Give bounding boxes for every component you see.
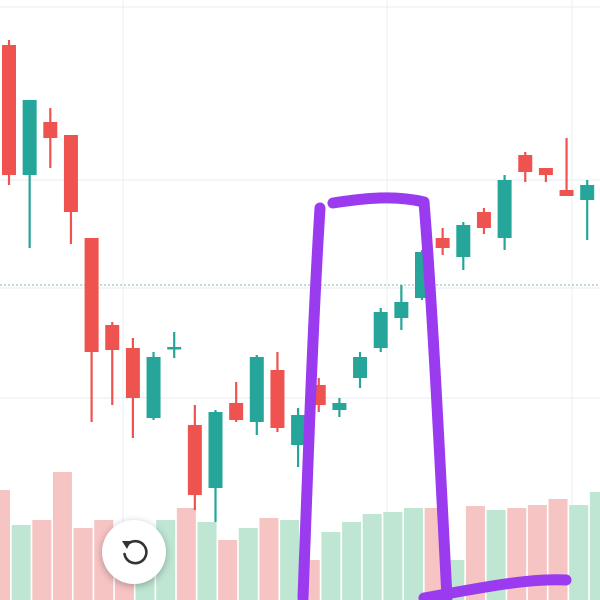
candle-body [538, 168, 553, 175]
volume-bar [259, 518, 279, 600]
volume-bar [32, 520, 52, 600]
volume-bar [197, 522, 217, 600]
candle-body [167, 347, 182, 350]
candle-body [146, 357, 161, 418]
volume-bar [176, 508, 196, 600]
volume-bar [362, 514, 382, 600]
candle-body [291, 415, 306, 445]
freehand-annotation [297, 192, 572, 600]
volume-bar [465, 506, 485, 600]
candle-body [270, 370, 285, 428]
candle-body [125, 348, 140, 398]
candle-body [43, 122, 58, 138]
volume-bar [73, 528, 93, 600]
candle-body [63, 135, 78, 212]
candle-body [518, 155, 533, 172]
volume-bar [486, 510, 506, 600]
volume-bar [52, 472, 72, 600]
volume-bar [218, 540, 238, 600]
volume-bar [589, 492, 600, 600]
volume-bar [238, 528, 258, 600]
volume-bar [0, 490, 10, 600]
candle-body [497, 180, 512, 238]
candles [2, 40, 595, 522]
candle-body [249, 357, 264, 422]
volume-bar [342, 522, 362, 600]
candle-body [2, 45, 16, 175]
candle-body [394, 302, 409, 318]
volume-bar [321, 532, 341, 600]
volume-bars [0, 472, 600, 600]
candle-body [332, 403, 347, 410]
candle-body [84, 238, 99, 352]
candle-body [456, 225, 471, 257]
volume-bar [404, 508, 423, 600]
candle-body [208, 412, 223, 488]
candle-body [187, 425, 202, 495]
volume-bar [569, 505, 589, 600]
candle-body [105, 325, 120, 350]
candle-body [353, 357, 368, 378]
rotate-ccw-icon [122, 539, 148, 565]
candle-body [476, 212, 491, 228]
volume-bar [11, 525, 31, 600]
reset-chart-button[interactable] [102, 520, 166, 584]
volume-bar [280, 520, 300, 600]
candle-body [229, 403, 244, 420]
candle-body [580, 185, 595, 200]
candle-body [373, 312, 388, 348]
candle-body [435, 238, 450, 248]
candle-body [22, 100, 37, 175]
volume-bar [383, 512, 403, 600]
candle-body [559, 190, 574, 196]
